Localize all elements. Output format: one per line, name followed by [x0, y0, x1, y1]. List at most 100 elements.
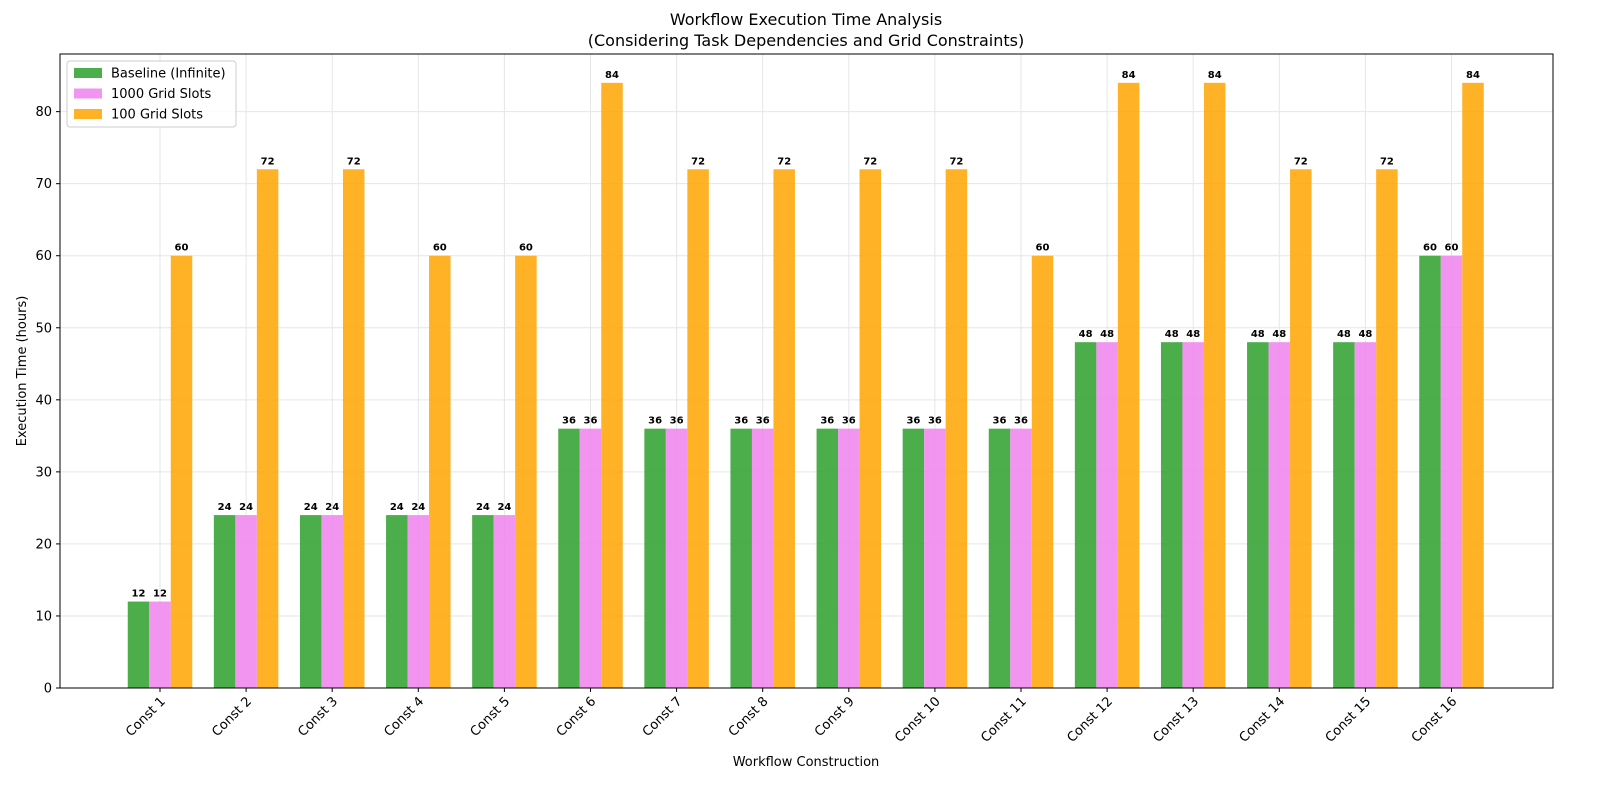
x-tick-label: Const 4: [381, 694, 427, 740]
bar-value-label: 48: [1079, 329, 1093, 340]
y-tick-label: 20: [35, 537, 52, 552]
bar-value-label: 72: [949, 156, 963, 167]
bar: [924, 428, 946, 688]
bar-value-label: 24: [304, 502, 318, 513]
bar-value-label: 36: [584, 416, 598, 427]
bar-value-label: 36: [1014, 416, 1028, 427]
bar-value-label: 48: [1186, 329, 1200, 340]
x-tick-label: Const 6: [554, 694, 600, 740]
bar-value-label: 36: [906, 416, 920, 427]
y-tick-label: 0: [44, 682, 52, 697]
bar: [1376, 169, 1398, 689]
bar: [1290, 169, 1312, 689]
bar-value-label: 48: [1251, 329, 1265, 340]
bar: [816, 428, 839, 688]
bar: [429, 255, 451, 688]
chart-title: Workflow Execution Time Analysis: [670, 10, 942, 29]
bar-value-label: 36: [734, 416, 748, 427]
bar-value-label: 84: [1466, 70, 1480, 81]
bar-value-label: 72: [777, 156, 791, 167]
chart-subtitle: (Considering Task Dependencies and Grid …: [588, 31, 1024, 50]
bar-value-label: 36: [842, 416, 856, 427]
bar: [321, 515, 343, 688]
bar: [1031, 255, 1054, 688]
bar: [1419, 255, 1441, 688]
bar-value-label: 72: [261, 156, 275, 167]
bar: [859, 169, 882, 689]
x-tick-label: Const 15: [1323, 694, 1374, 745]
bar: [902, 428, 925, 688]
bar: [838, 428, 860, 688]
x-tick-label: Const 14: [1237, 694, 1288, 745]
x-tick-label: Const 16: [1409, 694, 1460, 745]
bar: [149, 601, 171, 688]
bar-value-label: 60: [175, 243, 189, 254]
bar: [472, 515, 494, 688]
bar-value-label: 60: [1036, 243, 1050, 254]
x-axis-ticks: Const 1 Const 2 Const 3 Const 4 Const 5 Const…: [123, 688, 1460, 746]
y-tick-label: 30: [35, 465, 52, 480]
bar-value-label: 72: [863, 156, 877, 167]
y-tick-label: 60: [35, 249, 52, 264]
bar-value-label: 24: [497, 502, 511, 513]
bar-value-label: 48: [1272, 329, 1286, 340]
bar-value-label: 72: [691, 156, 705, 167]
x-tick-label: Const 10: [892, 694, 943, 745]
bar: [1182, 342, 1204, 688]
legend-swatch: [74, 109, 102, 119]
y-axis-ticks: 0 10 20 30 40 50 60 70 80: [35, 105, 60, 697]
bar: [988, 428, 1011, 688]
bar-value-label: 60: [433, 243, 447, 254]
bar: [407, 515, 430, 688]
bar: [644, 428, 666, 688]
bar-value-label: 36: [820, 416, 834, 427]
bar: [493, 515, 516, 688]
legend-box: [66, 60, 237, 128]
bar: [1462, 82, 1484, 689]
x-tick-label: Const 5: [468, 694, 514, 740]
x-tick-label: Const 8: [726, 694, 772, 740]
bar: [1354, 342, 1377, 688]
bar-value-label: 84: [1122, 70, 1136, 81]
bar: [730, 428, 752, 688]
bar: [751, 428, 774, 688]
bar: [515, 255, 537, 688]
bar-value-label: 24: [476, 502, 490, 513]
y-tick-label: 80: [35, 105, 52, 120]
bar: [1247, 342, 1269, 688]
y-tick-label: 70: [35, 177, 52, 192]
bar-value-label: 60: [1423, 243, 1437, 254]
bar: [386, 515, 408, 688]
bar-value-label: 72: [1294, 156, 1308, 167]
bar-value-label: 60: [1445, 243, 1459, 254]
bar: [1117, 82, 1140, 689]
bar-value-label: 36: [562, 416, 576, 427]
bar-value-label: 36: [648, 416, 662, 427]
x-tick-label: Const 12: [1064, 694, 1115, 745]
y-tick-label: 40: [35, 393, 52, 408]
bar: [235, 515, 257, 688]
bar: [665, 428, 688, 688]
x-tick-label: Const 11: [978, 694, 1029, 745]
bars: [127, 82, 1484, 689]
grid-lines: [60, 54, 1553, 689]
y-tick-label: 50: [35, 321, 52, 336]
legend-entry: Baseline (Infinite): [111, 67, 226, 82]
bar-value-label: 84: [1208, 70, 1222, 81]
bar: [342, 169, 365, 689]
legend-swatch: [74, 68, 102, 78]
bar-value-label: 36: [756, 416, 770, 427]
bar: [945, 169, 968, 689]
x-tick-label: Const 3: [295, 694, 341, 740]
bar-value-label: 72: [347, 156, 361, 167]
bar-value-label: 12: [153, 589, 167, 600]
bar-value-label: 36: [670, 416, 684, 427]
bar-value-label: 24: [239, 502, 253, 513]
bar: [256, 169, 279, 689]
y-tick-label: 10: [35, 609, 52, 624]
bar: [170, 255, 193, 688]
legend: Baseline (Infinite) 1000 Grid Slots 100 Gr…: [66, 60, 237, 128]
bar-value-label: 60: [519, 243, 533, 254]
bar: [1333, 342, 1355, 688]
